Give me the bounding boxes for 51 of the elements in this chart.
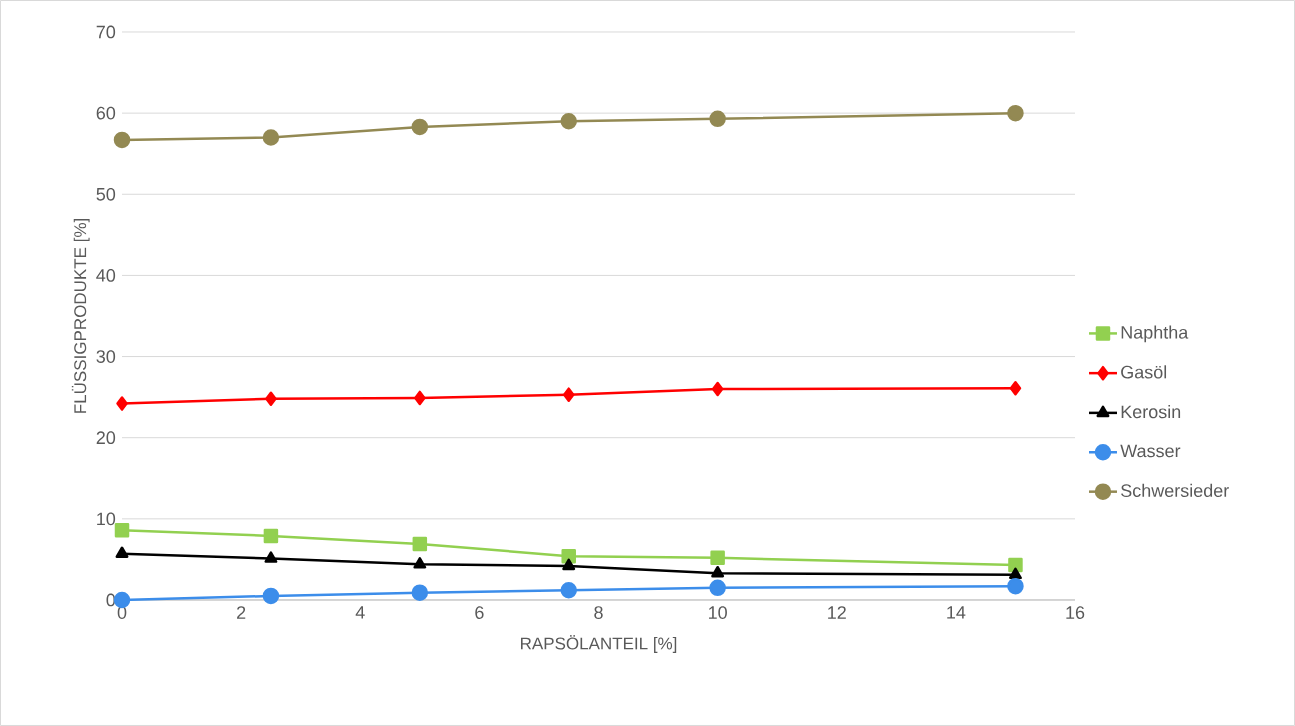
point — [562, 558, 576, 571]
point — [265, 391, 277, 406]
x-tick-label: 4 — [355, 606, 365, 619]
point — [710, 550, 725, 566]
point — [561, 548, 576, 564]
x-axis-title: RAPSÖLANTEIL [%] — [521, 635, 677, 653]
x-tick-label: 2 — [237, 606, 246, 619]
point — [114, 522, 130, 538]
point — [262, 129, 280, 146]
y-axis-title: FLÜSSIGPRODUKTE [%] — [71, 218, 90, 413]
legend-label: Naphtha — [1121, 325, 1189, 343]
point — [1008, 557, 1023, 573]
point — [264, 551, 278, 563]
point — [711, 381, 724, 397]
x-tick-label: 6 — [475, 606, 484, 619]
point — [113, 131, 131, 149]
x-tick-label: 8 — [594, 606, 603, 619]
point — [560, 112, 577, 130]
point — [411, 584, 429, 601]
point — [116, 396, 128, 411]
point — [1007, 104, 1024, 122]
legend-label: Gasöl — [1121, 365, 1167, 379]
point — [413, 557, 427, 569]
y-tick-label: 70 — [96, 25, 116, 39]
y-tick-label: 60 — [96, 106, 116, 120]
point — [1007, 577, 1024, 595]
legend-label: Kerosin — [1121, 405, 1181, 419]
x-tick-label: 16 — [1066, 606, 1085, 619]
y-tick-label: 40 — [96, 269, 116, 282]
point — [711, 565, 725, 578]
point — [262, 587, 280, 605]
x-tick-label: 14 — [947, 606, 966, 619]
point — [412, 536, 428, 552]
point — [560, 582, 577, 599]
y-tick-label: 50 — [96, 187, 116, 201]
point — [263, 528, 279, 544]
point — [709, 579, 726, 597]
point — [1009, 380, 1022, 396]
point — [562, 387, 575, 402]
point — [115, 546, 129, 558]
legend-label: Schwersieder — [1121, 483, 1229, 498]
point — [411, 118, 429, 136]
y-tick-label: 20 — [96, 431, 116, 445]
y-tick-label: 10 — [97, 512, 116, 526]
x-tick-label: 10 — [709, 606, 727, 619]
y-tick-label: 30 — [96, 350, 116, 363]
legend-label: Wasser — [1120, 444, 1181, 458]
point — [709, 110, 726, 128]
point — [1009, 567, 1022, 580]
x-tick-label: 12 — [828, 606, 846, 619]
point — [414, 390, 426, 406]
